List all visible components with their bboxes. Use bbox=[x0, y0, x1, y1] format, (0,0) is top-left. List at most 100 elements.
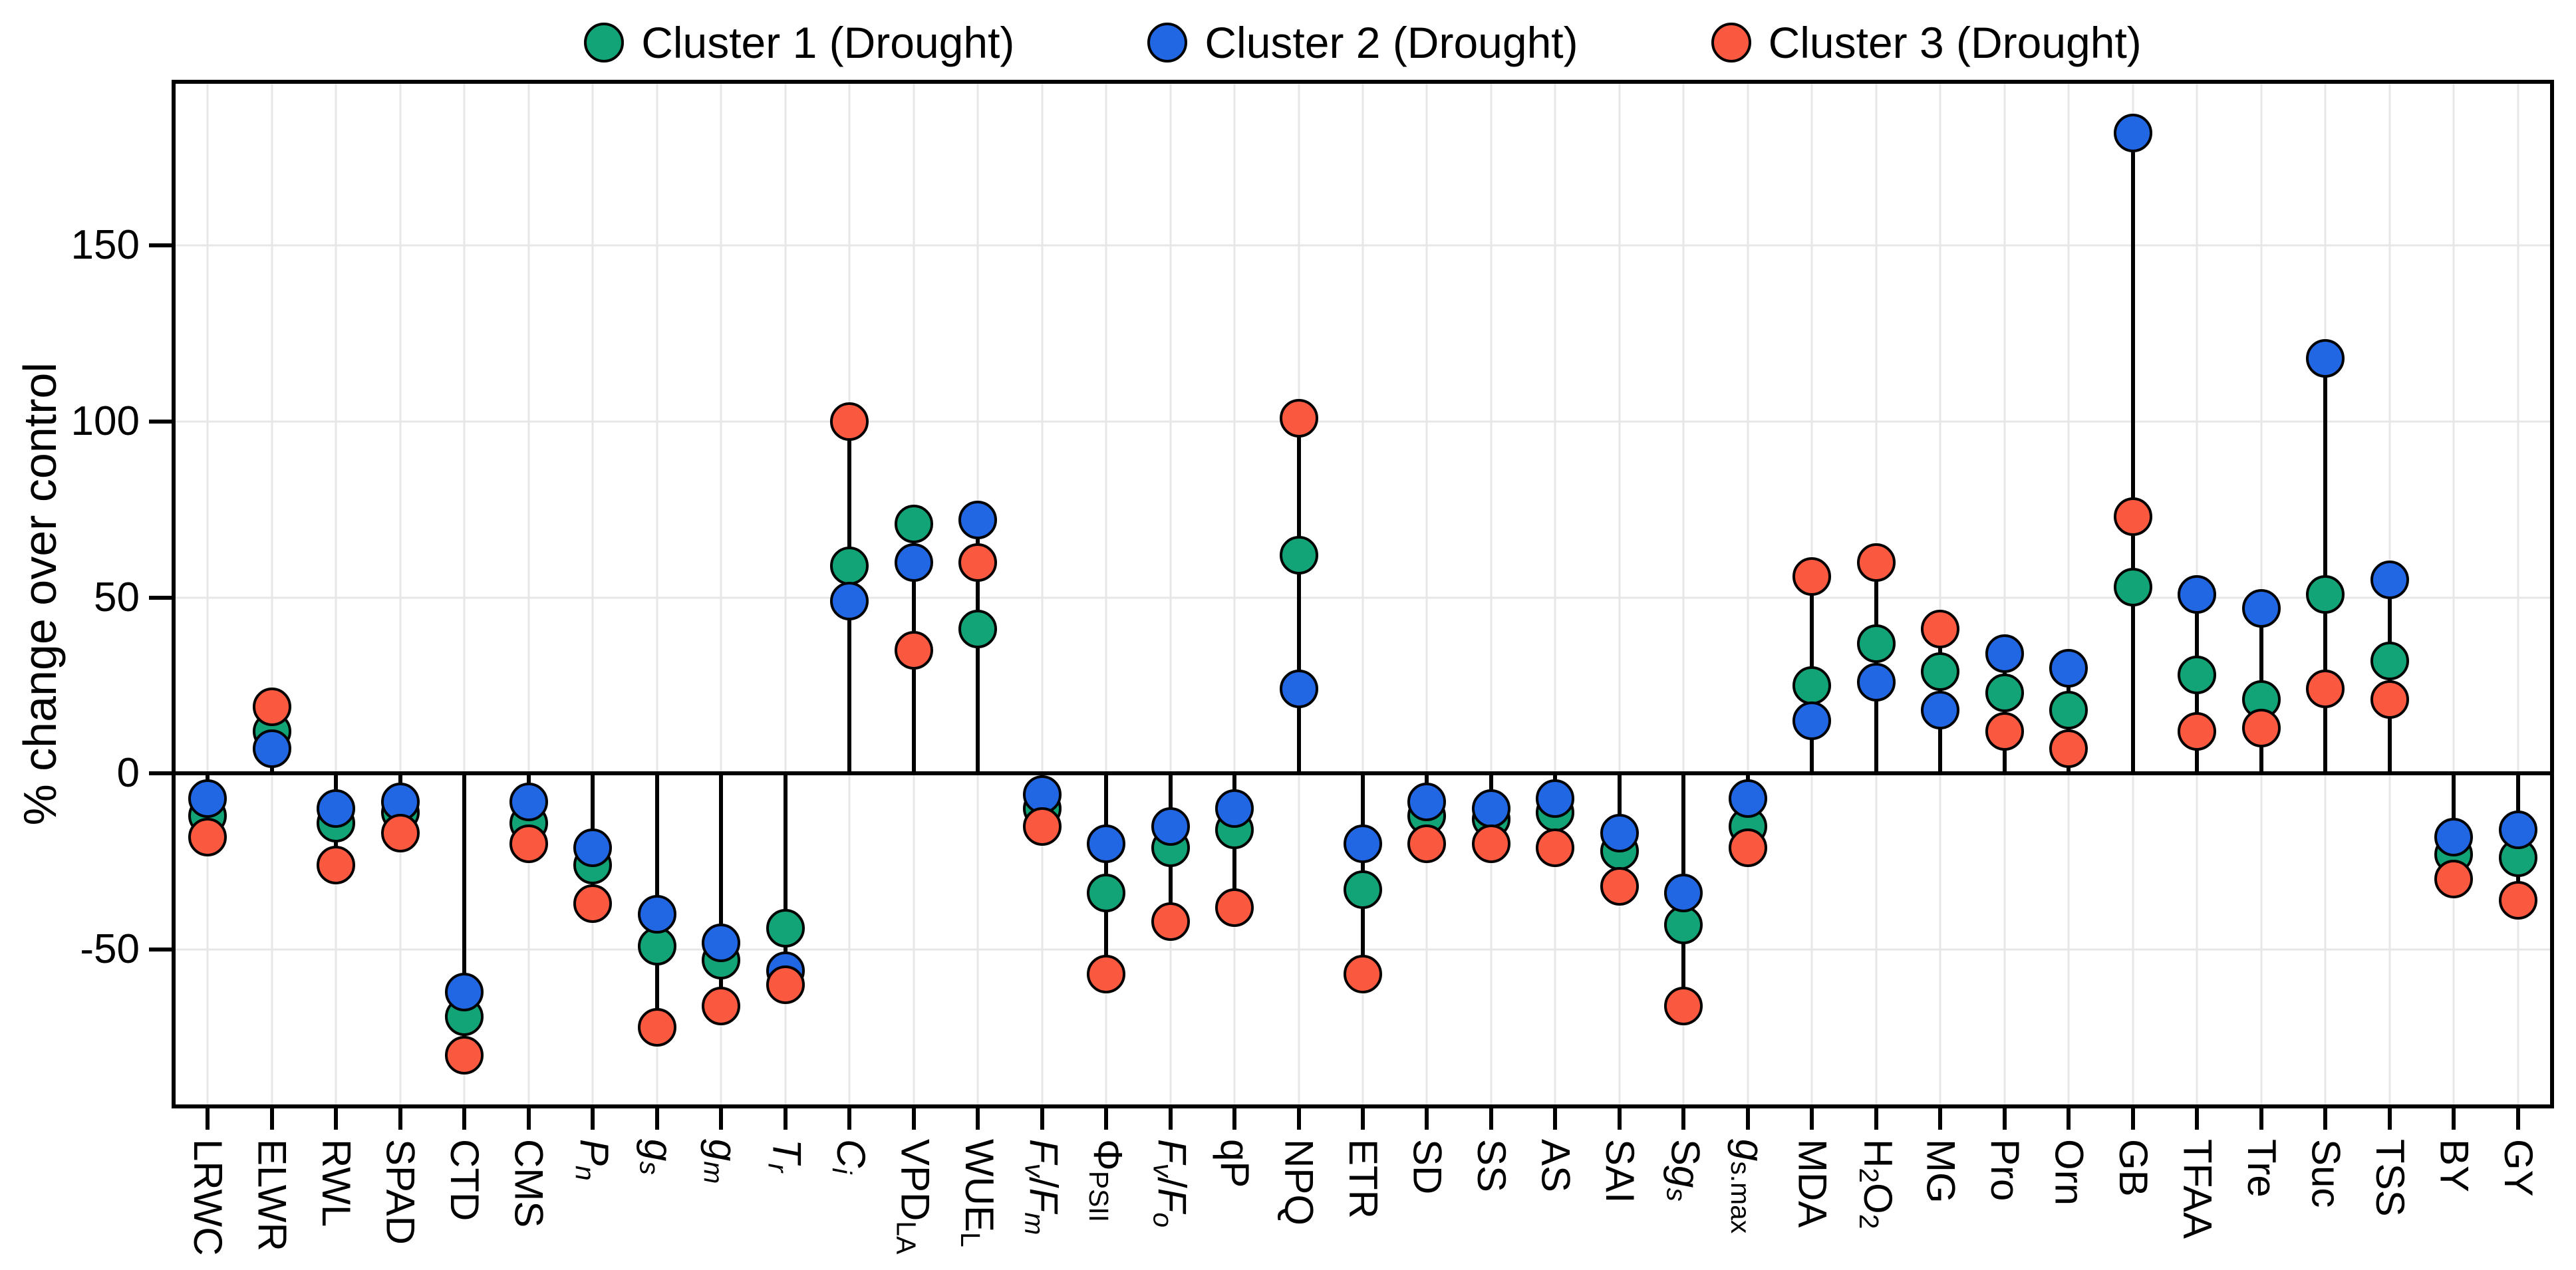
v-gridline bbox=[656, 84, 658, 1104]
data-point-cluster-2 bbox=[573, 828, 613, 867]
x-category-label: gm bbox=[698, 1139, 746, 1184]
data-point-cluster-1 bbox=[1279, 536, 1318, 575]
x-category-label: Sgs bbox=[1661, 1139, 1708, 1202]
x-tick-mark bbox=[2195, 1108, 2200, 1130]
v-gridline bbox=[1682, 84, 1685, 1104]
legend-label: Cluster 3 (Drought) bbox=[1768, 18, 2142, 67]
data-point-cluster-3 bbox=[2434, 860, 2474, 899]
x-tick-mark bbox=[2002, 1108, 2007, 1130]
x-tick-mark bbox=[1168, 1108, 1173, 1130]
data-point-cluster-3 bbox=[380, 814, 420, 853]
data-point-cluster-3 bbox=[1792, 557, 1832, 596]
data-point-cluster-2 bbox=[509, 782, 548, 821]
data-point-cluster-3 bbox=[509, 825, 548, 864]
data-point-cluster-3 bbox=[252, 687, 291, 726]
x-category-label: Tre bbox=[2239, 1139, 2284, 1198]
data-point-cluster-2 bbox=[1215, 789, 1254, 828]
x-category-label: SAI bbox=[1597, 1139, 1642, 1204]
data-point-cluster-3 bbox=[1664, 986, 1703, 1025]
x-tick-mark bbox=[654, 1108, 659, 1130]
x-category-label: Suc bbox=[2303, 1139, 2349, 1208]
data-point-cluster-1 bbox=[1985, 673, 2024, 712]
data-point-cluster-3 bbox=[1921, 610, 1960, 649]
v-gridline bbox=[591, 84, 594, 1104]
legend-dot-icon bbox=[584, 23, 625, 63]
x-tick-mark bbox=[1681, 1108, 1686, 1130]
x-category-label: Fv/Fm bbox=[1019, 1139, 1066, 1235]
data-point-cluster-2 bbox=[894, 543, 933, 582]
x-category-label: SD bbox=[1405, 1139, 1450, 1195]
data-point-cluster-2 bbox=[1344, 825, 1382, 864]
data-point-cluster-2 bbox=[445, 972, 484, 1011]
v-gridline bbox=[1169, 84, 1172, 1104]
data-point-cluster-3 bbox=[1600, 866, 1639, 906]
x-tick-mark bbox=[1938, 1108, 1943, 1130]
lollipop-stem bbox=[2323, 358, 2328, 774]
x-tick-mark bbox=[1296, 1108, 1301, 1130]
legend-item-cluster-2: Cluster 2 (Drought) bbox=[1147, 21, 1578, 64]
y-tick-label: 150 bbox=[71, 222, 140, 269]
data-point-cluster-3 bbox=[1407, 825, 1447, 864]
data-point-cluster-3 bbox=[188, 817, 227, 856]
data-point-cluster-2 bbox=[2434, 817, 2474, 856]
data-point-cluster-3 bbox=[2178, 711, 2217, 751]
x-tick-mark bbox=[1553, 1108, 1558, 1130]
v-gridline bbox=[335, 84, 337, 1104]
legend-label: Cluster 2 (Drought) bbox=[1205, 18, 1578, 67]
data-point-cluster-3 bbox=[317, 846, 356, 885]
y-tick-mark bbox=[149, 420, 172, 424]
data-point-cluster-2 bbox=[830, 582, 869, 621]
data-point-cluster-3 bbox=[1087, 955, 1126, 994]
lollipop-stem bbox=[462, 773, 467, 1055]
data-point-cluster-1 bbox=[1087, 874, 1126, 913]
x-category-label: qP bbox=[1213, 1139, 1258, 1188]
lollipop-stem bbox=[719, 773, 724, 1006]
x-category-label: ELWR bbox=[249, 1139, 295, 1251]
data-point-cluster-3 bbox=[2370, 680, 2409, 719]
data-point-cluster-2 bbox=[2178, 574, 2217, 614]
x-category-label: gs.max bbox=[1725, 1139, 1772, 1234]
y-tick-mark bbox=[149, 771, 172, 776]
data-point-cluster-2 bbox=[1728, 779, 1767, 818]
data-point-cluster-3 bbox=[1151, 902, 1190, 941]
chart-legend: Cluster 1 (Drought) Cluster 2 (Drought) Cl… bbox=[172, 5, 2554, 80]
data-point-cluster-3 bbox=[766, 965, 805, 1005]
data-point-cluster-1 bbox=[766, 909, 805, 948]
x-category-label: CMS bbox=[506, 1139, 551, 1228]
data-point-cluster-3 bbox=[1022, 807, 1062, 846]
x-tick-mark bbox=[334, 1108, 339, 1130]
v-gridline bbox=[2517, 84, 2519, 1104]
x-category-label: SS bbox=[1469, 1139, 1514, 1193]
plot-area bbox=[172, 80, 2554, 1108]
v-gridline bbox=[1554, 84, 1556, 1104]
data-point-cluster-2 bbox=[1151, 807, 1190, 846]
data-point-cluster-3 bbox=[1536, 828, 1575, 867]
x-tick-mark bbox=[1425, 1108, 1429, 1130]
v-gridline bbox=[206, 84, 209, 1104]
x-tick-mark bbox=[1040, 1108, 1044, 1130]
y-tick-mark bbox=[149, 243, 172, 248]
x-category-label: NPQ bbox=[1276, 1139, 1322, 1226]
x-category-label: AS bbox=[1533, 1139, 1578, 1193]
v-gridline bbox=[1041, 84, 1044, 1104]
v-gridline bbox=[1747, 84, 1749, 1104]
x-category-label: Orn bbox=[2047, 1139, 2092, 1206]
y-tick-mark bbox=[149, 948, 172, 952]
x-category-label: Fv/Fo bbox=[1147, 1139, 1195, 1228]
x-tick-mark bbox=[2515, 1108, 2520, 1130]
v-gridline bbox=[1233, 84, 1236, 1104]
v-gridline bbox=[1939, 84, 1941, 1104]
data-point-cluster-1 bbox=[1792, 666, 1832, 705]
v-gridline bbox=[1490, 84, 1493, 1104]
x-category-label: ΦPSII bbox=[1083, 1139, 1130, 1222]
data-point-cluster-3 bbox=[445, 1035, 484, 1075]
v-gridline bbox=[463, 84, 466, 1104]
y-tick-label: 100 bbox=[71, 398, 140, 445]
x-category-label: BY bbox=[2432, 1139, 2477, 1193]
data-point-cluster-2 bbox=[2306, 338, 2345, 378]
data-point-cluster-3 bbox=[2306, 670, 2345, 709]
x-category-label: VPDLA bbox=[891, 1139, 938, 1255]
data-point-cluster-3 bbox=[1471, 825, 1510, 864]
data-point-cluster-1 bbox=[1344, 870, 1382, 910]
data-point-cluster-2 bbox=[1985, 634, 2024, 674]
